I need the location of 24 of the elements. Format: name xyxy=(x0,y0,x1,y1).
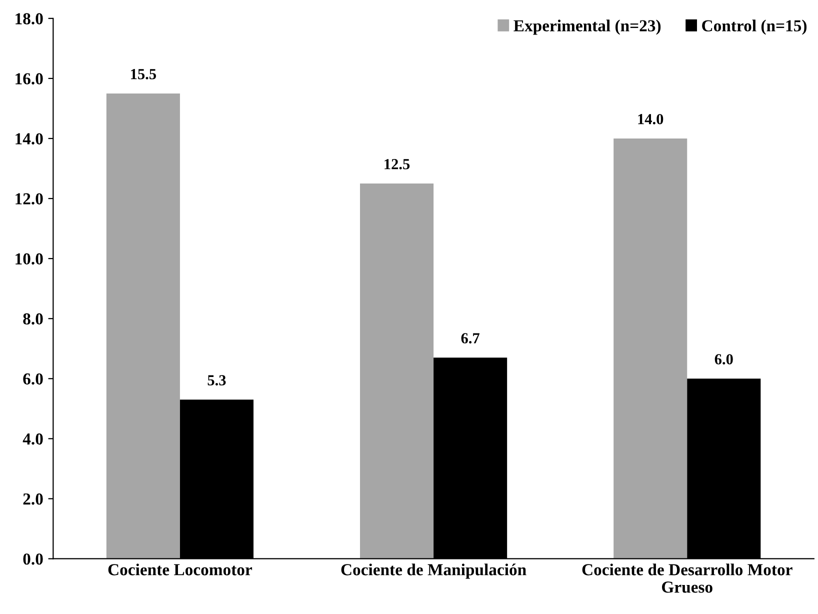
data-label: 14.0 xyxy=(638,114,664,124)
x-tick-label: Cociente de Desarrollo Motor Grueso xyxy=(582,564,792,593)
y-tick-label: 14.0 xyxy=(16,133,43,145)
y-tick-label: 2.0 xyxy=(23,493,43,505)
data-label: 15.5 xyxy=(131,69,156,80)
x-tick-label: Cociente de Manipulación xyxy=(341,564,526,579)
x-tick-label: Cociente Locomotor xyxy=(108,564,252,576)
bar xyxy=(106,93,180,559)
y-tick-label: 10.0 xyxy=(16,253,43,265)
data-label: 5.3 xyxy=(208,375,226,386)
y-tick-label: 0.0 xyxy=(23,553,43,565)
data-label: 6.0 xyxy=(714,354,733,364)
data-label: 12.5 xyxy=(384,159,410,170)
y-tick-label: 18.0 xyxy=(16,13,43,24)
bar xyxy=(614,138,688,559)
bar xyxy=(360,184,434,559)
data-label: 6.7 xyxy=(461,333,480,344)
y-tick-label: 4.0 xyxy=(22,433,43,445)
y-tick-label: 16.0 xyxy=(16,73,43,84)
legend-label: Control (n=15) xyxy=(702,20,807,35)
y-tick-label: 12.0 xyxy=(16,193,43,205)
legend-label: Experimental (n=23) xyxy=(514,20,661,35)
y-tick-label: 6.0 xyxy=(23,373,43,385)
y-tick-label: 8.0 xyxy=(23,313,43,325)
